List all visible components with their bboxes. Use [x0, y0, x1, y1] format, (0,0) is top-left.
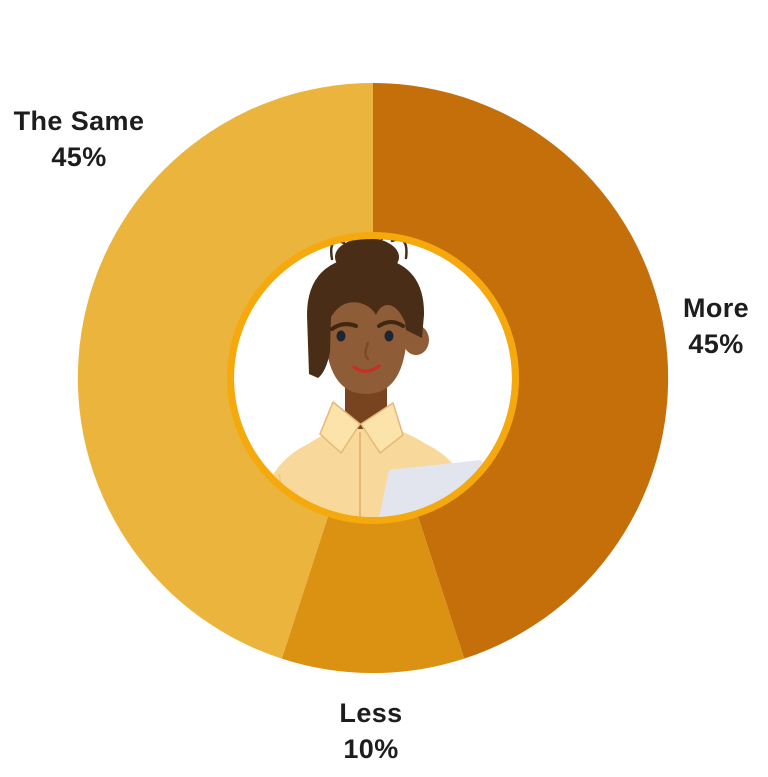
- label-more-text: More: [682, 293, 750, 323]
- woman-avatar-illustration: [252, 239, 512, 517]
- avatar-eye-right: [384, 330, 394, 342]
- avatar-eye-left: [336, 330, 346, 342]
- label-less: Less 10%: [316, 695, 426, 767]
- label-the-same: The Same 45%: [2, 103, 156, 175]
- avatar-collar-right: [360, 402, 404, 454]
- avatar-ear: [403, 325, 429, 355]
- avatar-mouth: [352, 364, 381, 373]
- label-less-value: 10%: [343, 734, 399, 764]
- donut-slices: [77, 82, 669, 674]
- donut-ring: [227, 232, 519, 524]
- avatar-eyebrow-right: [377, 320, 405, 328]
- avatar-hair: [307, 256, 425, 378]
- donut-slice-more: [373, 82, 669, 659]
- avatar-collar-left: [319, 401, 361, 454]
- avatar-eyebrow-left: [330, 322, 358, 331]
- label-the-same-text: The Same: [13, 106, 145, 136]
- avatar-shirt: [252, 424, 482, 517]
- label-more-value: 45%: [688, 329, 744, 359]
- donut-slice-the-same: [77, 82, 373, 659]
- donut-slice-less: [281, 378, 465, 674]
- avatar-hair-bun: [335, 239, 399, 276]
- label-more: More 45%: [666, 290, 766, 362]
- avatar-nose: [364, 341, 370, 361]
- label-less-text: Less: [339, 698, 403, 728]
- label-the-same-value: 45%: [51, 142, 107, 172]
